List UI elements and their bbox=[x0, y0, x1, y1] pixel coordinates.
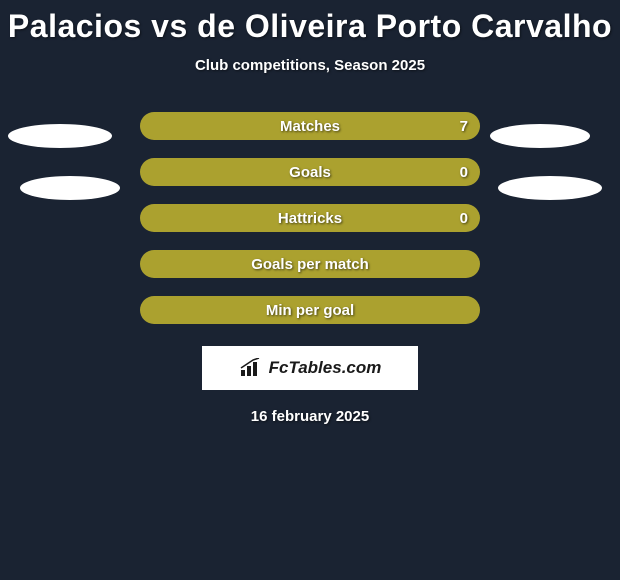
chart-icon bbox=[239, 358, 263, 378]
stat-bar: Min per goal bbox=[140, 296, 480, 324]
stat-value: 7 bbox=[460, 118, 468, 135]
stat-label: Matches bbox=[280, 118, 340, 135]
stat-bar: Matches 7 bbox=[140, 112, 480, 140]
decorative-ellipse bbox=[490, 124, 590, 148]
subtitle: Club competitions, Season 2025 bbox=[0, 57, 620, 74]
logo-box: FcTables.com bbox=[202, 346, 418, 390]
decorative-ellipse bbox=[498, 176, 602, 200]
stat-value: 0 bbox=[460, 164, 468, 181]
decorative-ellipse bbox=[8, 124, 112, 148]
page-title: Palacios vs de Oliveira Porto Carvalho bbox=[0, 0, 620, 45]
stat-bar: Hattricks 0 bbox=[140, 204, 480, 232]
stat-label: Hattricks bbox=[278, 210, 342, 227]
stat-row: Goals per match bbox=[0, 250, 620, 278]
stat-value: 0 bbox=[460, 210, 468, 227]
logo-text: FcTables.com bbox=[269, 358, 382, 378]
stat-label: Min per goal bbox=[266, 302, 354, 319]
stat-row: Hattricks 0 bbox=[0, 204, 620, 232]
stat-label: Goals bbox=[289, 164, 331, 181]
stat-label: Goals per match bbox=[251, 256, 369, 273]
date: 16 february 2025 bbox=[0, 408, 620, 425]
stat-row: Min per goal bbox=[0, 296, 620, 324]
stat-bar: Goals 0 bbox=[140, 158, 480, 186]
decorative-ellipse bbox=[20, 176, 120, 200]
stat-bar: Goals per match bbox=[140, 250, 480, 278]
